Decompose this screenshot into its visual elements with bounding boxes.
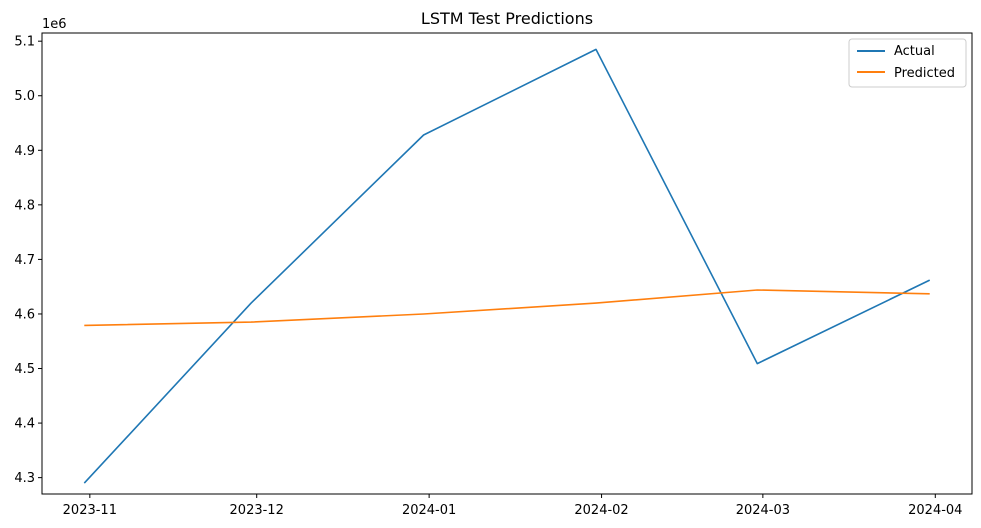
y-tick-label: 4.5 bbox=[14, 362, 35, 377]
x-tick-label: 2024-04 bbox=[908, 503, 962, 518]
x-axis: 2023-11 2023-12 2024-01 2024-02 2024-03 2024-… bbox=[63, 494, 962, 518]
x-tick-label: 2023-11 bbox=[63, 503, 117, 518]
legend: Actual Predicted bbox=[848, 38, 967, 88]
x-tick-label: 2024-02 bbox=[574, 503, 628, 518]
plot-area-frame bbox=[41, 32, 973, 495]
y-axis: 4.3 4.4 4.5 4.6 4.7 4.8 4.9 5.0 5.1 bbox=[14, 35, 42, 486]
x-tick-label: 2024-03 bbox=[736, 503, 790, 518]
legend-label-predicted: Predicted bbox=[894, 66, 955, 81]
x-tick-label: 2024-01 bbox=[402, 503, 456, 518]
y-tick-label: 5.1 bbox=[14, 35, 35, 50]
legend-label-actual: Actual bbox=[894, 44, 935, 59]
x-tick-label: 2023-12 bbox=[230, 503, 284, 518]
y-offset-label: 1e6 bbox=[42, 17, 67, 32]
y-tick-label: 4.8 bbox=[14, 198, 35, 213]
y-tick-label: 4.9 bbox=[14, 144, 35, 159]
series-line-actual bbox=[83, 48, 931, 484]
y-tick-label: 4.3 bbox=[14, 471, 35, 486]
y-tick-label: 4.4 bbox=[14, 417, 35, 432]
y-tick-label: 4.7 bbox=[14, 253, 35, 268]
y-tick-label: 4.6 bbox=[14, 307, 35, 322]
y-tick-label: 5.0 bbox=[14, 89, 35, 104]
chart-title: LSTM Test Predictions bbox=[421, 9, 593, 28]
series-line-predicted bbox=[84, 289, 930, 327]
series-layer bbox=[83, 48, 931, 484]
